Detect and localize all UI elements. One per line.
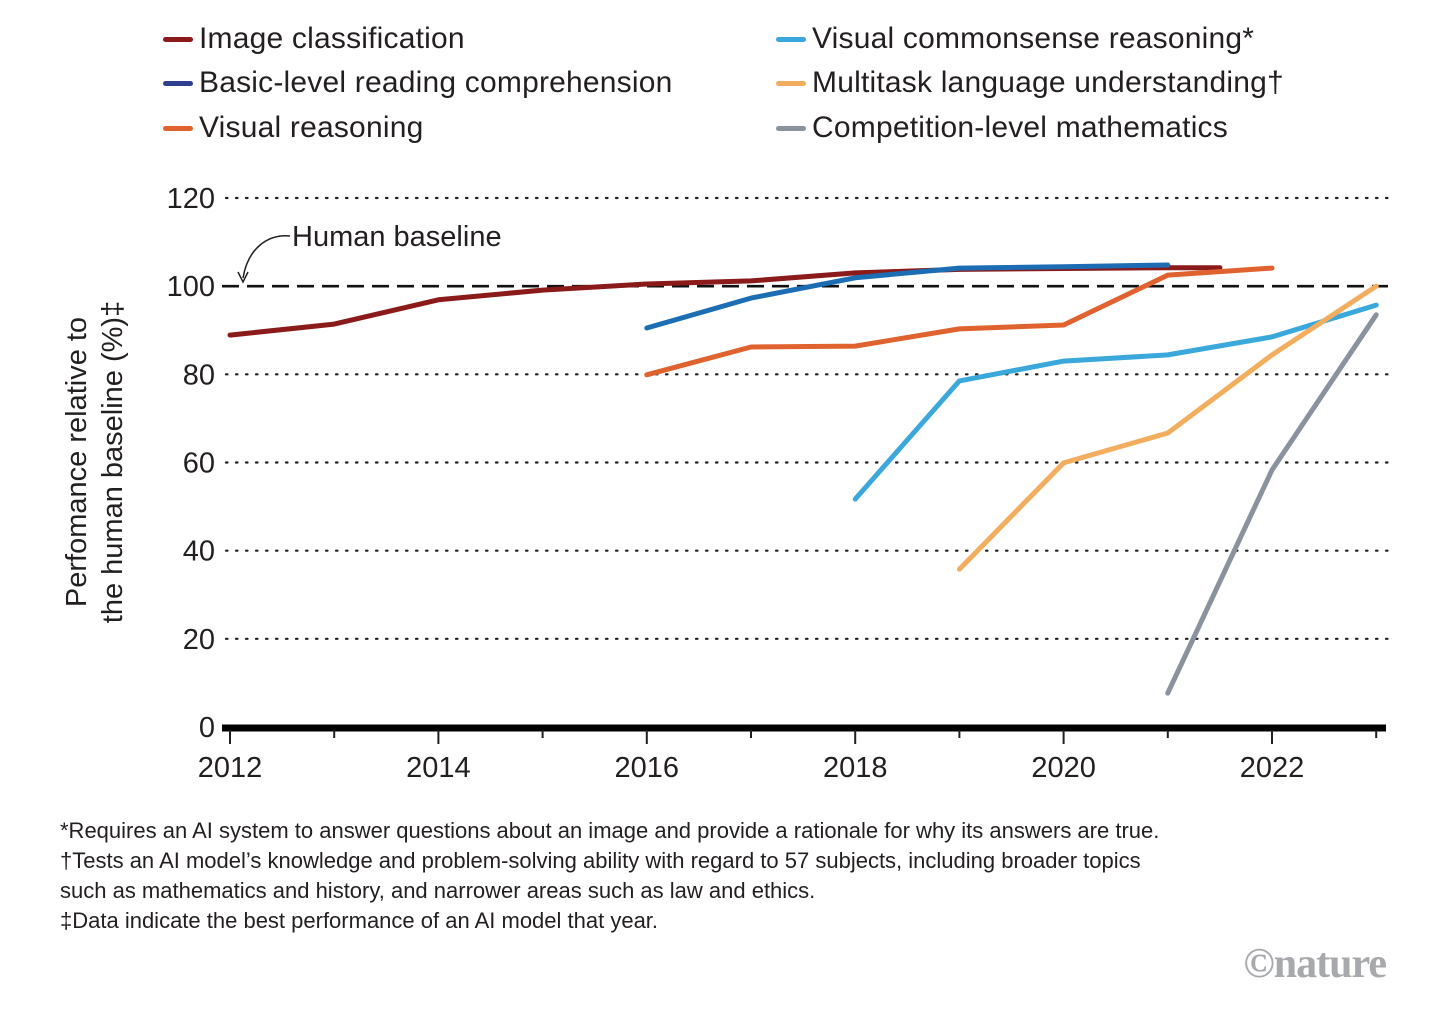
legend-swatch [163,80,193,86]
legend-swatch [776,125,806,131]
legend-label: Visual reasoning [199,111,424,144]
series-line-image-classification [227,265,1223,338]
y-axis-ticks: 0 20 40 60 80 100 120 [167,183,215,744]
y-tick-label: 0 [199,712,215,744]
y-axis-label: Perfomance relative to the human baselin… [61,301,129,623]
series-line-visual-commonsense-reasoning [852,302,1379,502]
y-axis-label-line-1: Perfomance relative to [61,317,93,607]
footnotes: *Requires an AI system to answer questio… [60,816,1400,936]
x-axis: 2012 2014 2016 2018 2020 2022 [198,724,1386,784]
legend-item-image-classification: Image classification [163,22,465,56]
legend-item-multitask-language: Multitask language understanding† [776,66,1284,100]
x-tick-label: 2016 [615,752,680,784]
y-tick-label: 100 [167,271,215,303]
x-tick-label: 2020 [1031,752,1096,784]
legend-label: Visual commonsense reasoning* [812,22,1255,55]
x-tick-label: 2022 [1240,752,1305,784]
legend-item-reading-comprehension: Basic-level reading comprehension [163,66,673,100]
line-chart: 0 20 40 60 80 100 120 2012 2014 2016 2018 2020 2022… [61,183,1390,784]
x-tick-label: 2014 [406,752,471,784]
legend-item-competition-math: Competition-level mathematics [776,111,1228,145]
legend-label: Basic-level reading comprehension [199,66,673,99]
gridlines [224,196,1390,640]
legend-swatch [776,36,806,42]
legend-label: Competition-level mathematics [812,111,1228,144]
x-tick-label: 2012 [198,752,263,784]
human-baseline-annotation: Human baseline [237,221,502,284]
y-tick-label: 80 [183,359,215,391]
y-tick-label: 20 [183,624,215,656]
footnote-asterisk: *Requires an AI system to answer questio… [60,818,1160,843]
y-axis-label-line-2: the human baseline (%)‡ [97,301,129,623]
nature-credit-logo: ©nature [1243,941,1387,987]
series-line-competition-level-mathematics [1165,312,1379,696]
footnote-double-dagger: ‡Data indicate the best performance of a… [60,908,659,933]
footnote-dagger: †Tests an AI model’s knowledge and probl… [60,848,1141,873]
legend-label: Multitask language understanding† [812,66,1284,99]
y-tick-label: 40 [183,536,215,568]
annotation-arrow [242,235,291,279]
human-baseline-label: Human baseline [292,221,502,253]
legend-swatch [163,125,193,131]
arrow-head-icon [237,271,249,284]
series-lines [227,262,1379,696]
footnote-dagger-cont: such as mathematics and history, and nar… [60,878,816,903]
series-line-basic-level-reading-comprehension [644,262,1171,331]
legend-swatch [776,80,806,86]
legend-item-visual-commonsense: Visual commonsense reasoning* [776,22,1254,56]
chart-legend: Image classification Basic-level reading… [163,20,1413,160]
series-line-visual-reasoning [644,265,1275,378]
legend-swatch [163,36,193,42]
x-tick-label: 2018 [823,752,888,784]
legend-label: Image classification [199,22,465,55]
y-tick-label: 60 [183,448,215,480]
y-tick-label: 120 [167,183,215,215]
legend-item-visual-reasoning: Visual reasoning [163,111,423,145]
series-line-multitask-language-understanding [956,283,1379,572]
